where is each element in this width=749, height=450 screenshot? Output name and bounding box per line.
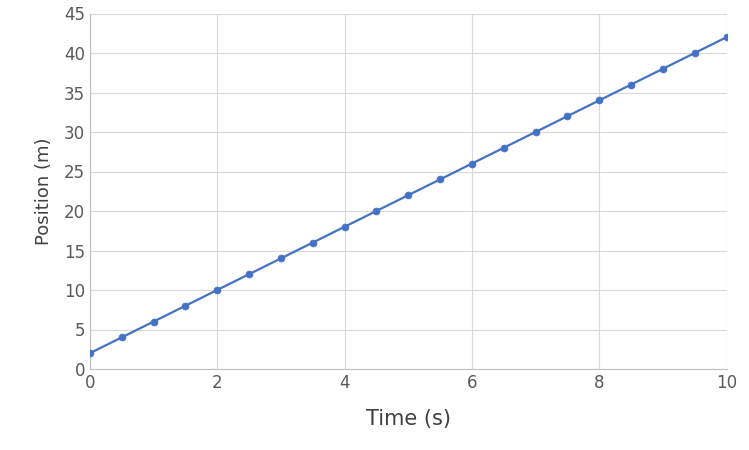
X-axis label: Time (s): Time (s) [366, 409, 451, 428]
Y-axis label: Position (m): Position (m) [34, 138, 52, 245]
